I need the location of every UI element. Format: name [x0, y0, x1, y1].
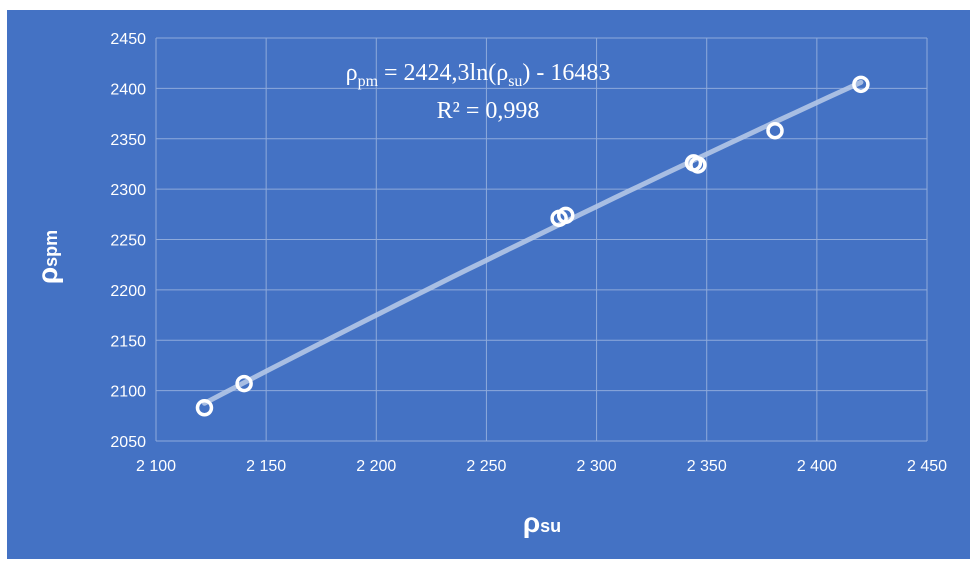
data-point	[195, 399, 214, 417]
x-tick-label: 2 450	[907, 458, 947, 475]
chart-area: 2 100 2 150 2 200 2 250 2 300 2 350 2 400 2 450…	[7, 10, 970, 559]
r-squared-label: R² = 0,998	[437, 98, 540, 124]
y-axis-title: ρspm	[32, 230, 63, 284]
trendline	[202, 79, 864, 406]
y-tick-label: 2350	[110, 132, 146, 149]
x-axis-title: ρsu	[523, 507, 561, 538]
y-tick-label: 2100	[110, 384, 146, 401]
y-tick-label: 2400	[110, 81, 146, 98]
trendline-group	[202, 79, 864, 406]
x-tick-label: 2 300	[577, 458, 617, 475]
data-points	[195, 75, 870, 417]
x-tick-label: 2 200	[356, 458, 396, 475]
data-point	[556, 206, 575, 225]
y-tick-label: 2300	[110, 182, 146, 199]
x-tick-label: 2 100	[136, 458, 176, 475]
y-tick-label: 2450	[110, 31, 146, 48]
data-point	[689, 156, 707, 174]
x-tick-label: 2 350	[687, 458, 727, 475]
x-tick-labels: 2 100 2 150 2 200 2 250 2 300 2 350 2 400 2 450	[136, 458, 947, 475]
data-point	[852, 75, 870, 94]
data-point	[235, 374, 253, 393]
y-tick-label: 2250	[110, 233, 146, 250]
data-point	[766, 121, 784, 140]
x-tick-label: 2 250	[466, 458, 506, 475]
y-tick-label: 2200	[110, 283, 146, 300]
trendline-equation: ρpm = 2424,3ln(ρsu) - 16483	[346, 60, 611, 90]
x-tick-label: 2 150	[246, 458, 286, 475]
gridlines	[155, 37, 928, 442]
y-tick-label: 2050	[110, 434, 146, 451]
scatter-chart: 2 100 2 150 2 200 2 250 2 300 2 350 2 400 2 450…	[32, 31, 947, 538]
x-tick-label: 2 400	[797, 458, 837, 475]
y-tick-labels: 2050 2100 2150 2200 2250 2300 2350 2400 2450	[110, 31, 146, 451]
y-tick-label: 2150	[110, 333, 146, 350]
